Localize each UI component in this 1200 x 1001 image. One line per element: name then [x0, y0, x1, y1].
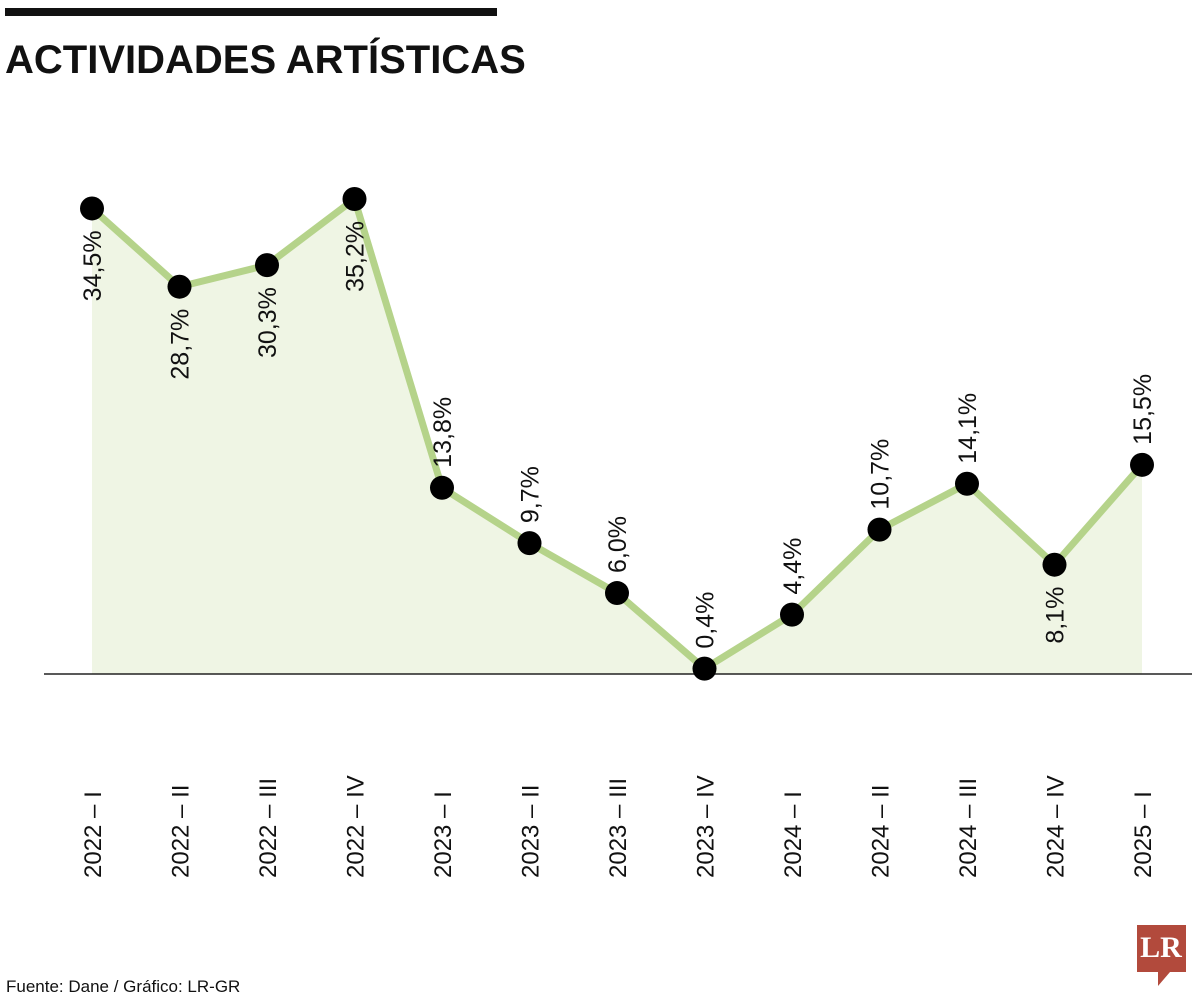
title-rule: [5, 8, 497, 16]
value-label-8: 4,4%: [779, 538, 807, 595]
category-label-3: 2022 – IV: [343, 775, 370, 878]
category-labels: 2022 – I 2022 – II 2022 – III 2022 – IV 2023…: [80, 775, 1157, 878]
value-labels: 34,5% 28,7% 30,3% 35,2% 13,8% 9,7% 6,0% 0,4% 4,4…: [79, 221, 1157, 649]
logo-badge: [1137, 925, 1186, 986]
marker-7: [692, 656, 717, 681]
lr-logo: LR: [1137, 925, 1186, 986]
category-label-7: 2023 – IV: [693, 775, 720, 878]
markers: [80, 187, 1154, 681]
value-label-1: 28,7%: [167, 309, 195, 380]
value-label-9: 10,7%: [867, 439, 895, 510]
chart-title: ACTIVIDADES ARTÍSTICAS: [5, 37, 526, 82]
category-label-9: 2024 – II: [868, 785, 895, 878]
category-label-6: 2023 – III: [605, 778, 632, 878]
logo-text: LR: [1140, 931, 1182, 964]
value-label-3: 35,2%: [342, 221, 370, 292]
marker-9: [867, 517, 892, 542]
value-label-5: 9,7%: [517, 466, 545, 523]
value-label-2: 30,3%: [254, 287, 282, 358]
category-label-4: 2023 – I: [430, 791, 457, 878]
category-label-0: 2022 – I: [80, 791, 107, 878]
area-fill: [92, 199, 1142, 674]
category-label-1: 2022 – II: [168, 785, 195, 878]
marker-6: [605, 581, 629, 606]
marker-10: [955, 471, 979, 496]
category-label-2: 2022 – III: [255, 778, 282, 878]
value-label-0: 34,5%: [79, 230, 107, 301]
category-label-10: 2024 – III: [955, 778, 982, 878]
source-note: Fuente: Dane / Gráfico: LR-GR: [6, 977, 240, 996]
category-label-12: 2025 – I: [1130, 791, 1157, 878]
marker-1: [167, 274, 192, 299]
marker-3: [342, 187, 367, 211]
value-label-10: 14,1%: [954, 393, 982, 464]
marker-11: [1042, 552, 1067, 577]
marker-12: [1130, 452, 1154, 477]
marker-2: [255, 253, 279, 278]
category-label-11: 2024 – IV: [1043, 775, 1070, 878]
value-label-7: 0,4%: [692, 592, 720, 649]
value-label-11: 8,1%: [1042, 587, 1070, 644]
marker-4: [430, 475, 454, 500]
category-label-5: 2023 – II: [518, 785, 545, 878]
value-label-12: 15,5%: [1129, 374, 1157, 445]
value-label-4: 13,8%: [429, 397, 457, 468]
value-label-6: 6,0%: [604, 516, 632, 573]
category-label-8: 2024 – I: [780, 791, 807, 878]
marker-0: [80, 196, 104, 221]
marker-5: [517, 531, 542, 556]
marker-8: [780, 602, 804, 627]
